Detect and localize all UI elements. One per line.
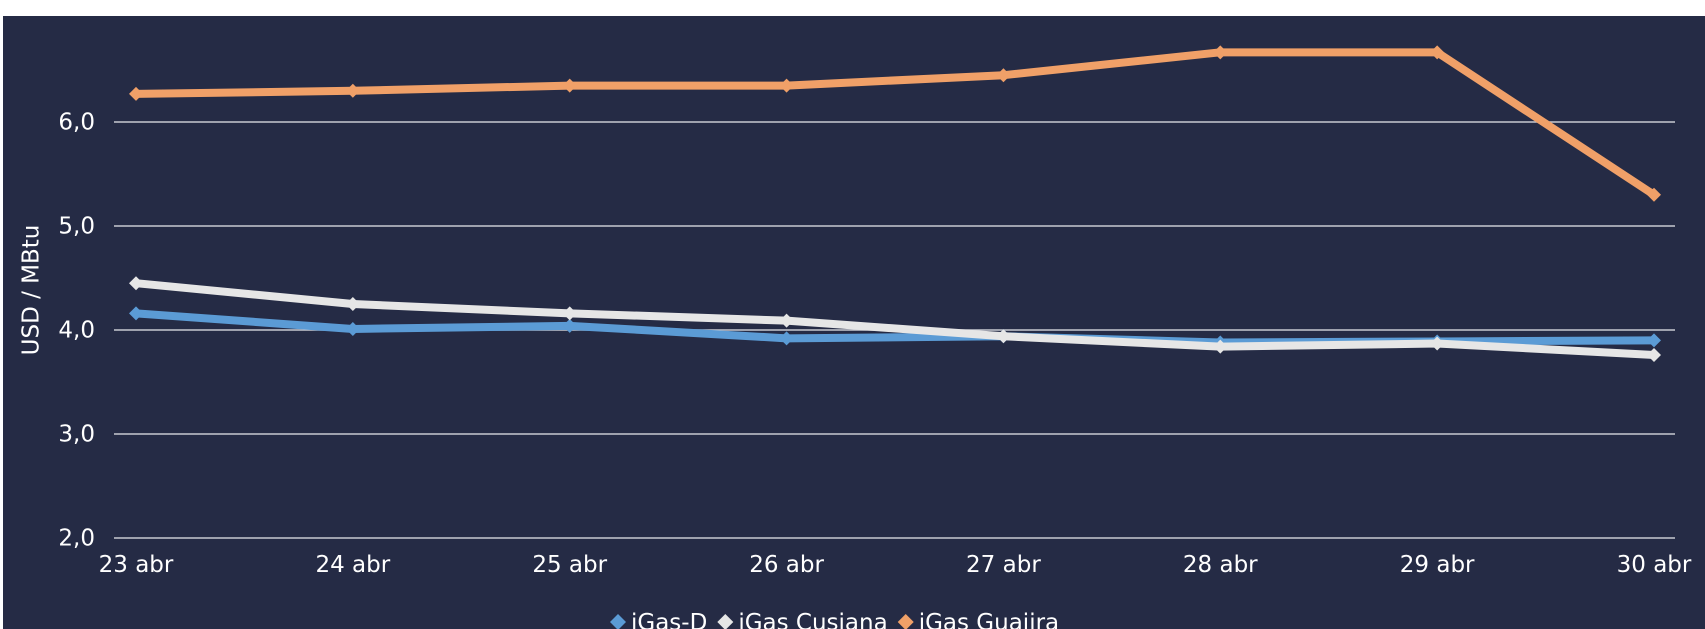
y-tick-label: 5,0	[58, 214, 95, 240]
legend-label: iGas Guajira	[919, 610, 1059, 629]
data-point	[1430, 336, 1445, 351]
x-tick-label: 26 abr	[749, 552, 824, 578]
data-point	[129, 86, 143, 101]
series-igas-cusiana	[129, 276, 1661, 362]
legend-marker-icon	[897, 614, 914, 629]
x-tick-label: 24 abr	[315, 552, 390, 578]
data-point	[996, 68, 1011, 83]
x-tick-label: 27 abr	[966, 552, 1041, 578]
x-tick-label: 25 abr	[532, 552, 607, 578]
data-point	[1213, 339, 1228, 354]
data-point	[1647, 347, 1661, 362]
series-igas-guajira	[129, 45, 1661, 202]
data-point	[1213, 45, 1228, 60]
y-tick-label: 6,0	[58, 110, 95, 136]
legend-label: iGas Cusiana	[738, 610, 887, 629]
data-point	[562, 318, 577, 333]
data-point	[996, 329, 1011, 344]
data-point	[345, 83, 360, 98]
data-point	[562, 78, 577, 93]
data-point	[779, 78, 794, 93]
y-tick-label: 4,0	[58, 318, 95, 344]
legend-label: iGas-D	[631, 610, 707, 629]
y-tick-label: 3,0	[58, 422, 95, 448]
legend-marker-icon	[717, 614, 734, 629]
y-axis-label: USD / MBtu	[19, 225, 45, 356]
data-point	[562, 306, 577, 321]
data-point	[1647, 187, 1661, 202]
data-point	[1430, 45, 1445, 60]
data-point	[129, 276, 143, 291]
legend: iGas-D iGas Cusiana iGas Guajira	[610, 610, 1059, 629]
data-point	[779, 331, 794, 346]
data-point	[1647, 333, 1661, 348]
data-point	[779, 313, 794, 328]
series-line	[132, 279, 1658, 359]
data-point	[345, 321, 360, 336]
legend-marker-icon	[610, 614, 626, 629]
x-tick-label: 23 abr	[99, 552, 174, 578]
series-line	[132, 48, 1658, 199]
y-tick-label: 2,0	[58, 526, 95, 552]
data-point	[129, 306, 143, 321]
data-point	[345, 297, 360, 311]
x-tick-label: 28 abr	[1183, 552, 1258, 578]
x-tick-label: 30 abr	[1617, 552, 1692, 578]
x-tick-label: 29 abr	[1400, 552, 1475, 578]
